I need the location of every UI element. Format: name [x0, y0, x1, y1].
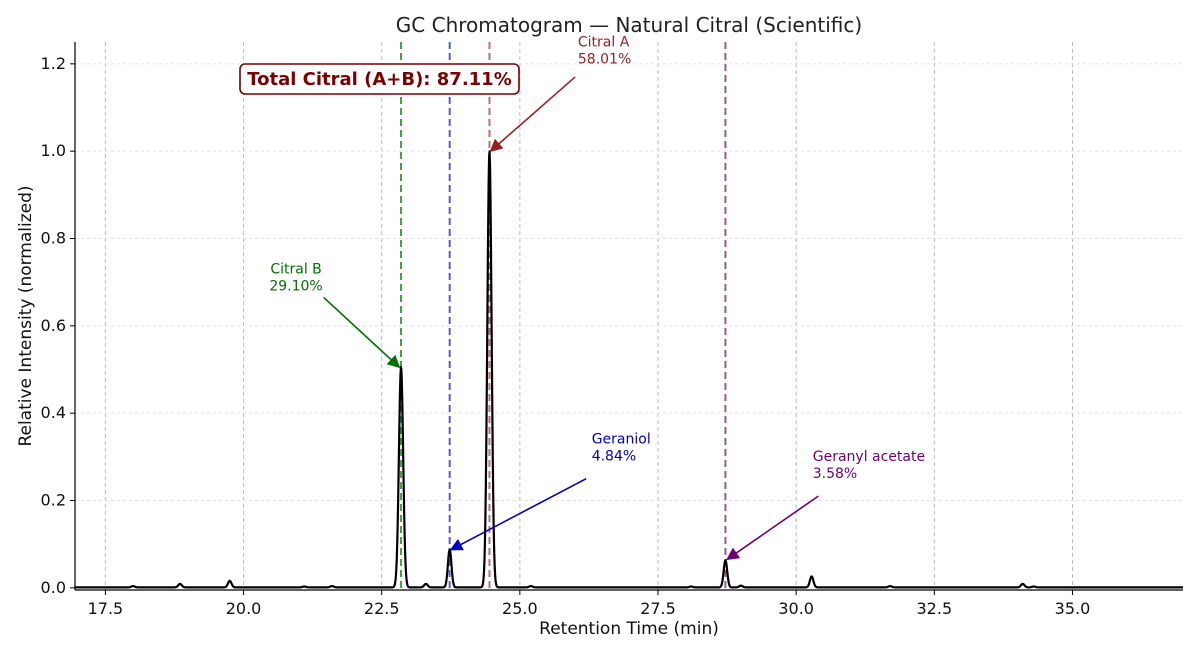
x-tick-label-6: 32.5	[917, 599, 953, 618]
annotation-name-1: Citral A	[578, 34, 630, 50]
total-citral-label: Total Citral (A+B): 87.11%	[247, 69, 512, 90]
annotation-percent-3: 3.58%	[813, 466, 857, 482]
line-layer	[74, 150, 1184, 589]
annotation-layer: Citral B 29.10% Citral A 58.01% Geraniol 4.84…	[239, 34, 925, 561]
annotation-label-1: Citral A 58.01%	[578, 34, 631, 67]
annotation-name-0: Citral B	[270, 261, 321, 277]
x-tick-label-3: 25.0	[502, 599, 538, 618]
x-tick-label-5: 30.0	[778, 599, 814, 618]
grid-layer	[75, 42, 1183, 590]
x-tick-label-4: 27.5	[640, 599, 676, 618]
x-tick-label-7: 35.0	[1055, 599, 1091, 618]
y-tick-label-1: 0.2	[41, 490, 66, 509]
x-tick-label-2: 22.5	[364, 599, 400, 618]
y-tick-label-4: 0.8	[41, 228, 66, 247]
axes-layer: 17.5 20.0 22.5 25.0 27.5 30.0 32.5 35.0 0.0 0.2 0.…	[41, 42, 1183, 618]
annotation-arrow-0	[323, 296, 401, 369]
annotation-label-0: Citral B 29.10%	[269, 261, 322, 294]
chromatogram-trace	[74, 150, 1184, 589]
total-citral-box	[239, 63, 520, 95]
chart-title: GC Chromatogram — Natural Citral (Scient…	[396, 13, 862, 37]
annotation-percent-2: 4.84%	[592, 449, 636, 465]
y-axis-label: Relative Intensity (normalized)	[16, 185, 36, 446]
annotation-label-2: Geraniol 4.84%	[592, 432, 651, 465]
y-tick-label-2: 0.4	[41, 403, 66, 422]
x-tick-label-1: 20.0	[226, 599, 262, 618]
y-tick-label-3: 0.6	[41, 316, 66, 335]
y-tick-label-5: 1.0	[41, 141, 66, 160]
annotation-arrow-2	[449, 477, 587, 551]
x-axis-label: Retention Time (min)	[539, 619, 719, 639]
marker-layer	[400, 42, 727, 590]
y-tick-label-6: 1.2	[41, 54, 66, 73]
x-tick-label-0: 17.5	[88, 599, 124, 618]
annotation-label-3: Geranyl acetate 3.58%	[813, 449, 925, 482]
annotation-arrow-3	[726, 495, 819, 561]
annotation-percent-1: 58.01%	[578, 51, 631, 67]
annotation-name-3: Geranyl acetate	[813, 449, 925, 465]
annotation-percent-0: 29.10%	[269, 278, 322, 294]
annotation-arrow-1	[489, 76, 576, 153]
y-tick-label-0: 0.0	[41, 578, 66, 597]
annotation-name-2: Geraniol	[592, 432, 651, 448]
